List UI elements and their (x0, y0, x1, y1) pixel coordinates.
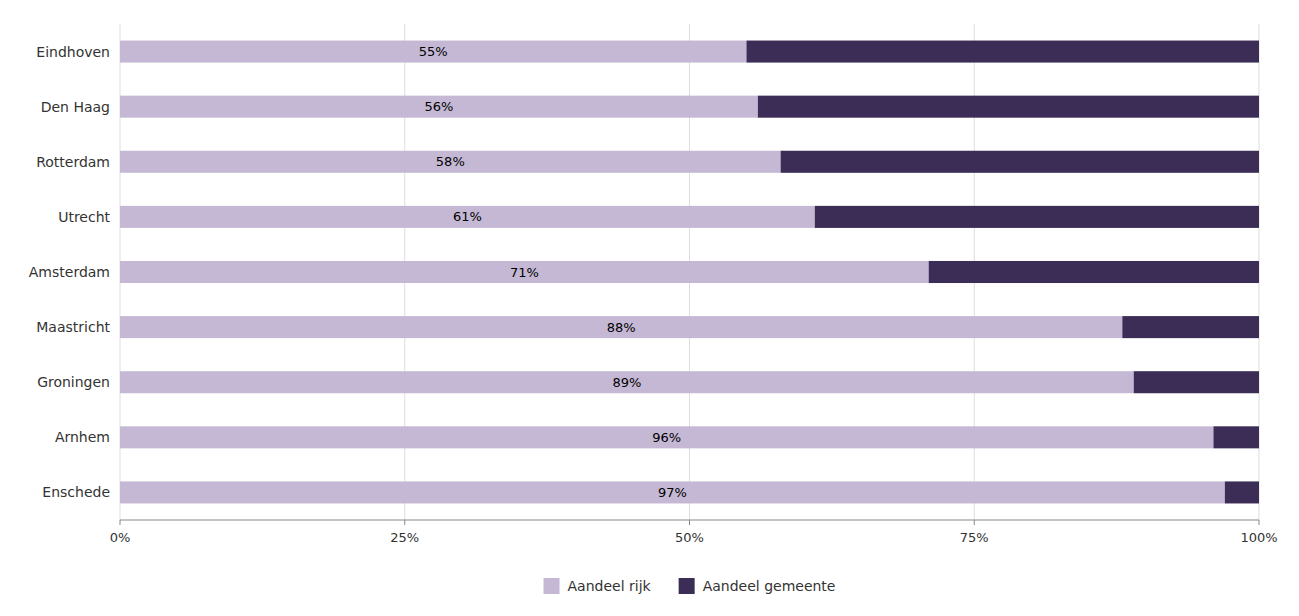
tick-label: 0% (110, 530, 131, 545)
data-label: 61% (453, 209, 482, 224)
grid (120, 24, 1259, 520)
data-labels: 55% 56% 58% 61% 71% 88% 89% 96% 97% (419, 44, 687, 500)
legend-swatch (679, 578, 695, 594)
category-label: Enschede (42, 484, 110, 500)
tick-label: 25% (390, 530, 419, 545)
bar-segment (120, 206, 815, 228)
data-label: 97% (658, 485, 687, 500)
bar-segment (1134, 371, 1259, 393)
y-axis: Eindhoven Den Haag Rotterdam Utrecht Amsterd… (29, 44, 111, 501)
legend-item: Aandeel rijk (544, 578, 652, 594)
legend-label: Aandeel gemeente (703, 578, 836, 594)
bar-segment (929, 261, 1259, 283)
bar-segment (781, 151, 1259, 173)
tick-mark (974, 520, 975, 525)
tick-label: 75% (960, 530, 989, 545)
category-label: Maastricht (36, 319, 110, 335)
bar-segment (120, 371, 1134, 393)
bar-segment (120, 151, 781, 173)
category-label: Arnhem (55, 429, 110, 445)
category-label: Groningen (37, 374, 110, 390)
category-label: Den Haag (41, 99, 110, 115)
bar-segment (120, 41, 746, 63)
category-label: Amsterdam (29, 264, 110, 280)
bar-segment (120, 261, 929, 283)
tick-label: 50% (675, 530, 704, 545)
category-label: Utrecht (58, 209, 110, 225)
data-label: 96% (652, 430, 681, 445)
legend-label: Aandeel rijk (568, 578, 652, 594)
legend-item: Aandeel gemeente (679, 578, 836, 594)
data-label: 89% (612, 375, 641, 390)
bar-segment (815, 206, 1259, 228)
legend: Aandeel rijk Aandeel gemeente (544, 578, 836, 594)
bar-segment (1122, 316, 1259, 338)
chart: 55% 56% 58% 61% 71% 88% 89% 96% 97% 0% 25% 50% 75% 10… (0, 0, 1299, 616)
tick-mark (404, 520, 405, 525)
bar-segment (120, 481, 1225, 503)
bar-segment (120, 96, 758, 118)
category-label: Rotterdam (36, 154, 110, 170)
bar-segment (758, 96, 1259, 118)
data-label: 71% (510, 265, 539, 280)
tick-mark (689, 520, 690, 525)
bar-segment (120, 426, 1213, 448)
bars (120, 41, 1259, 504)
bar-segment (120, 316, 1122, 338)
data-label: 88% (607, 320, 636, 335)
data-label: 55% (419, 44, 448, 59)
bar-segment (1213, 426, 1259, 448)
category-label: Eindhoven (36, 44, 110, 60)
tick-label: 100% (1240, 530, 1277, 545)
data-label: 58% (436, 154, 465, 169)
legend-swatch (544, 578, 560, 594)
data-label: 56% (424, 99, 453, 114)
x-axis: 0% 25% 50% 75% 100% (110, 520, 1278, 545)
bar-segment (746, 41, 1259, 63)
bar-segment (1225, 481, 1259, 503)
tick-mark (1259, 520, 1260, 525)
tick-mark (120, 520, 121, 525)
